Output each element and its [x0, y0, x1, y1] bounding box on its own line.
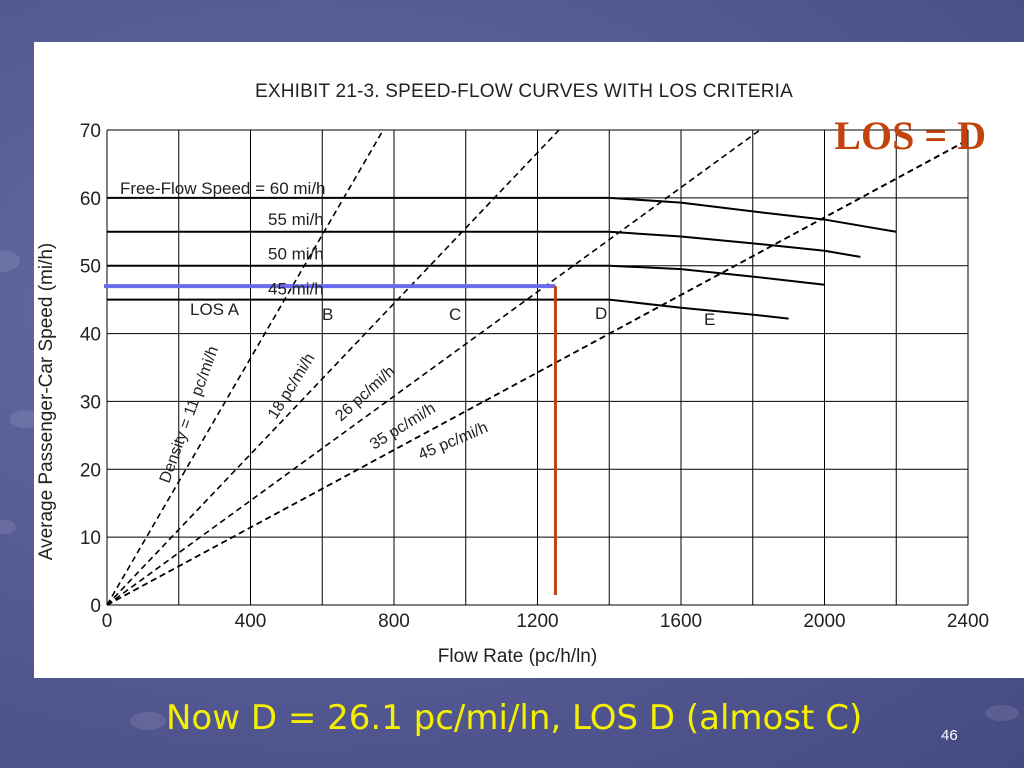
speed-flow-curve — [107, 230, 861, 258]
los-region-label: E — [704, 310, 715, 329]
los-region-label: B — [322, 305, 333, 324]
background-bubble — [10, 410, 40, 428]
operating-point-lines — [104, 284, 557, 595]
x-tick-label: 1600 — [660, 611, 702, 632]
chart-grid — [106, 129, 969, 606]
page-number: 46 — [941, 727, 958, 744]
curve-label: 45 mi/h — [268, 280, 324, 299]
y-tick-label: 40 — [80, 325, 101, 346]
density-label: 18 pc/mi/h — [265, 351, 319, 423]
slide-caption: Now D = 26.1 pc/mi/ln, LOS D (almost C) — [166, 698, 863, 738]
density-line — [106, 129, 384, 606]
curve-label: 50 mi/h — [268, 245, 324, 264]
x-tick-label: 2400 — [947, 611, 989, 632]
x-tick-label: 800 — [378, 611, 410, 632]
density-label: 26 pc/mi/h — [332, 363, 398, 425]
curve-label: Free-Flow Speed = 60 mi/h — [120, 179, 326, 198]
y-tick-label: 70 — [80, 121, 101, 142]
speed-flow-curve — [107, 264, 825, 286]
y-tick-label: 60 — [80, 189, 101, 210]
chart-axes: 0 400 800 1200 1600 2000 2400 0 10 20 30 40 50 60 70 Fl… — [36, 81, 989, 667]
y-tick-label: 10 — [80, 528, 101, 549]
density-line — [106, 129, 761, 606]
speed-flow-curves — [107, 196, 897, 320]
los-title: LOS = D — [834, 113, 986, 158]
chart-labels: Free-Flow Speed = 60 mi/h 55 mi/h 50 mi/h 4… — [120, 179, 715, 486]
y-tick-label: 50 — [80, 257, 101, 278]
speed-flow-curve — [107, 196, 897, 233]
density-line — [106, 139, 969, 606]
y-tick-label: 20 — [80, 460, 101, 481]
los-region-label: C — [449, 305, 461, 324]
background-bubble — [985, 705, 1019, 721]
x-tick-label: 400 — [235, 611, 267, 632]
slide-panel: 0 400 800 1200 1600 2000 2400 0 10 20 30 40 50 60 70 Fl… — [34, 42, 1024, 678]
density-lines — [106, 129, 969, 606]
x-tick-label: 0 — [102, 611, 113, 632]
speed-flow-chart: 0 400 800 1200 1600 2000 2400 0 10 20 30 40 50 60 70 Fl… — [36, 81, 989, 667]
background-bubble — [0, 520, 16, 534]
y-tick-label: 0 — [90, 596, 101, 617]
los-region-label: D — [595, 304, 607, 323]
x-tick-label: 2000 — [803, 611, 845, 632]
x-axis-label: Flow Rate (pc/h/ln) — [438, 646, 597, 667]
density-label: 45 pc/mi/h — [416, 419, 491, 463]
los-region-label: LOS A — [190, 300, 240, 319]
chart-title: EXHIBIT 21-3. SPEED-FLOW CURVES WITH LOS… — [255, 81, 793, 102]
x-tick-label: 1200 — [516, 611, 558, 632]
background-bubble — [0, 250, 20, 272]
background-bubble — [130, 712, 166, 730]
density-line — [106, 129, 560, 606]
speed-flow-curve — [107, 298, 789, 320]
y-tick-label: 30 — [80, 392, 101, 413]
curve-label: 55 mi/h — [268, 210, 324, 229]
y-axis-label: Average Passenger-Car Speed (mi/h) — [36, 243, 57, 561]
